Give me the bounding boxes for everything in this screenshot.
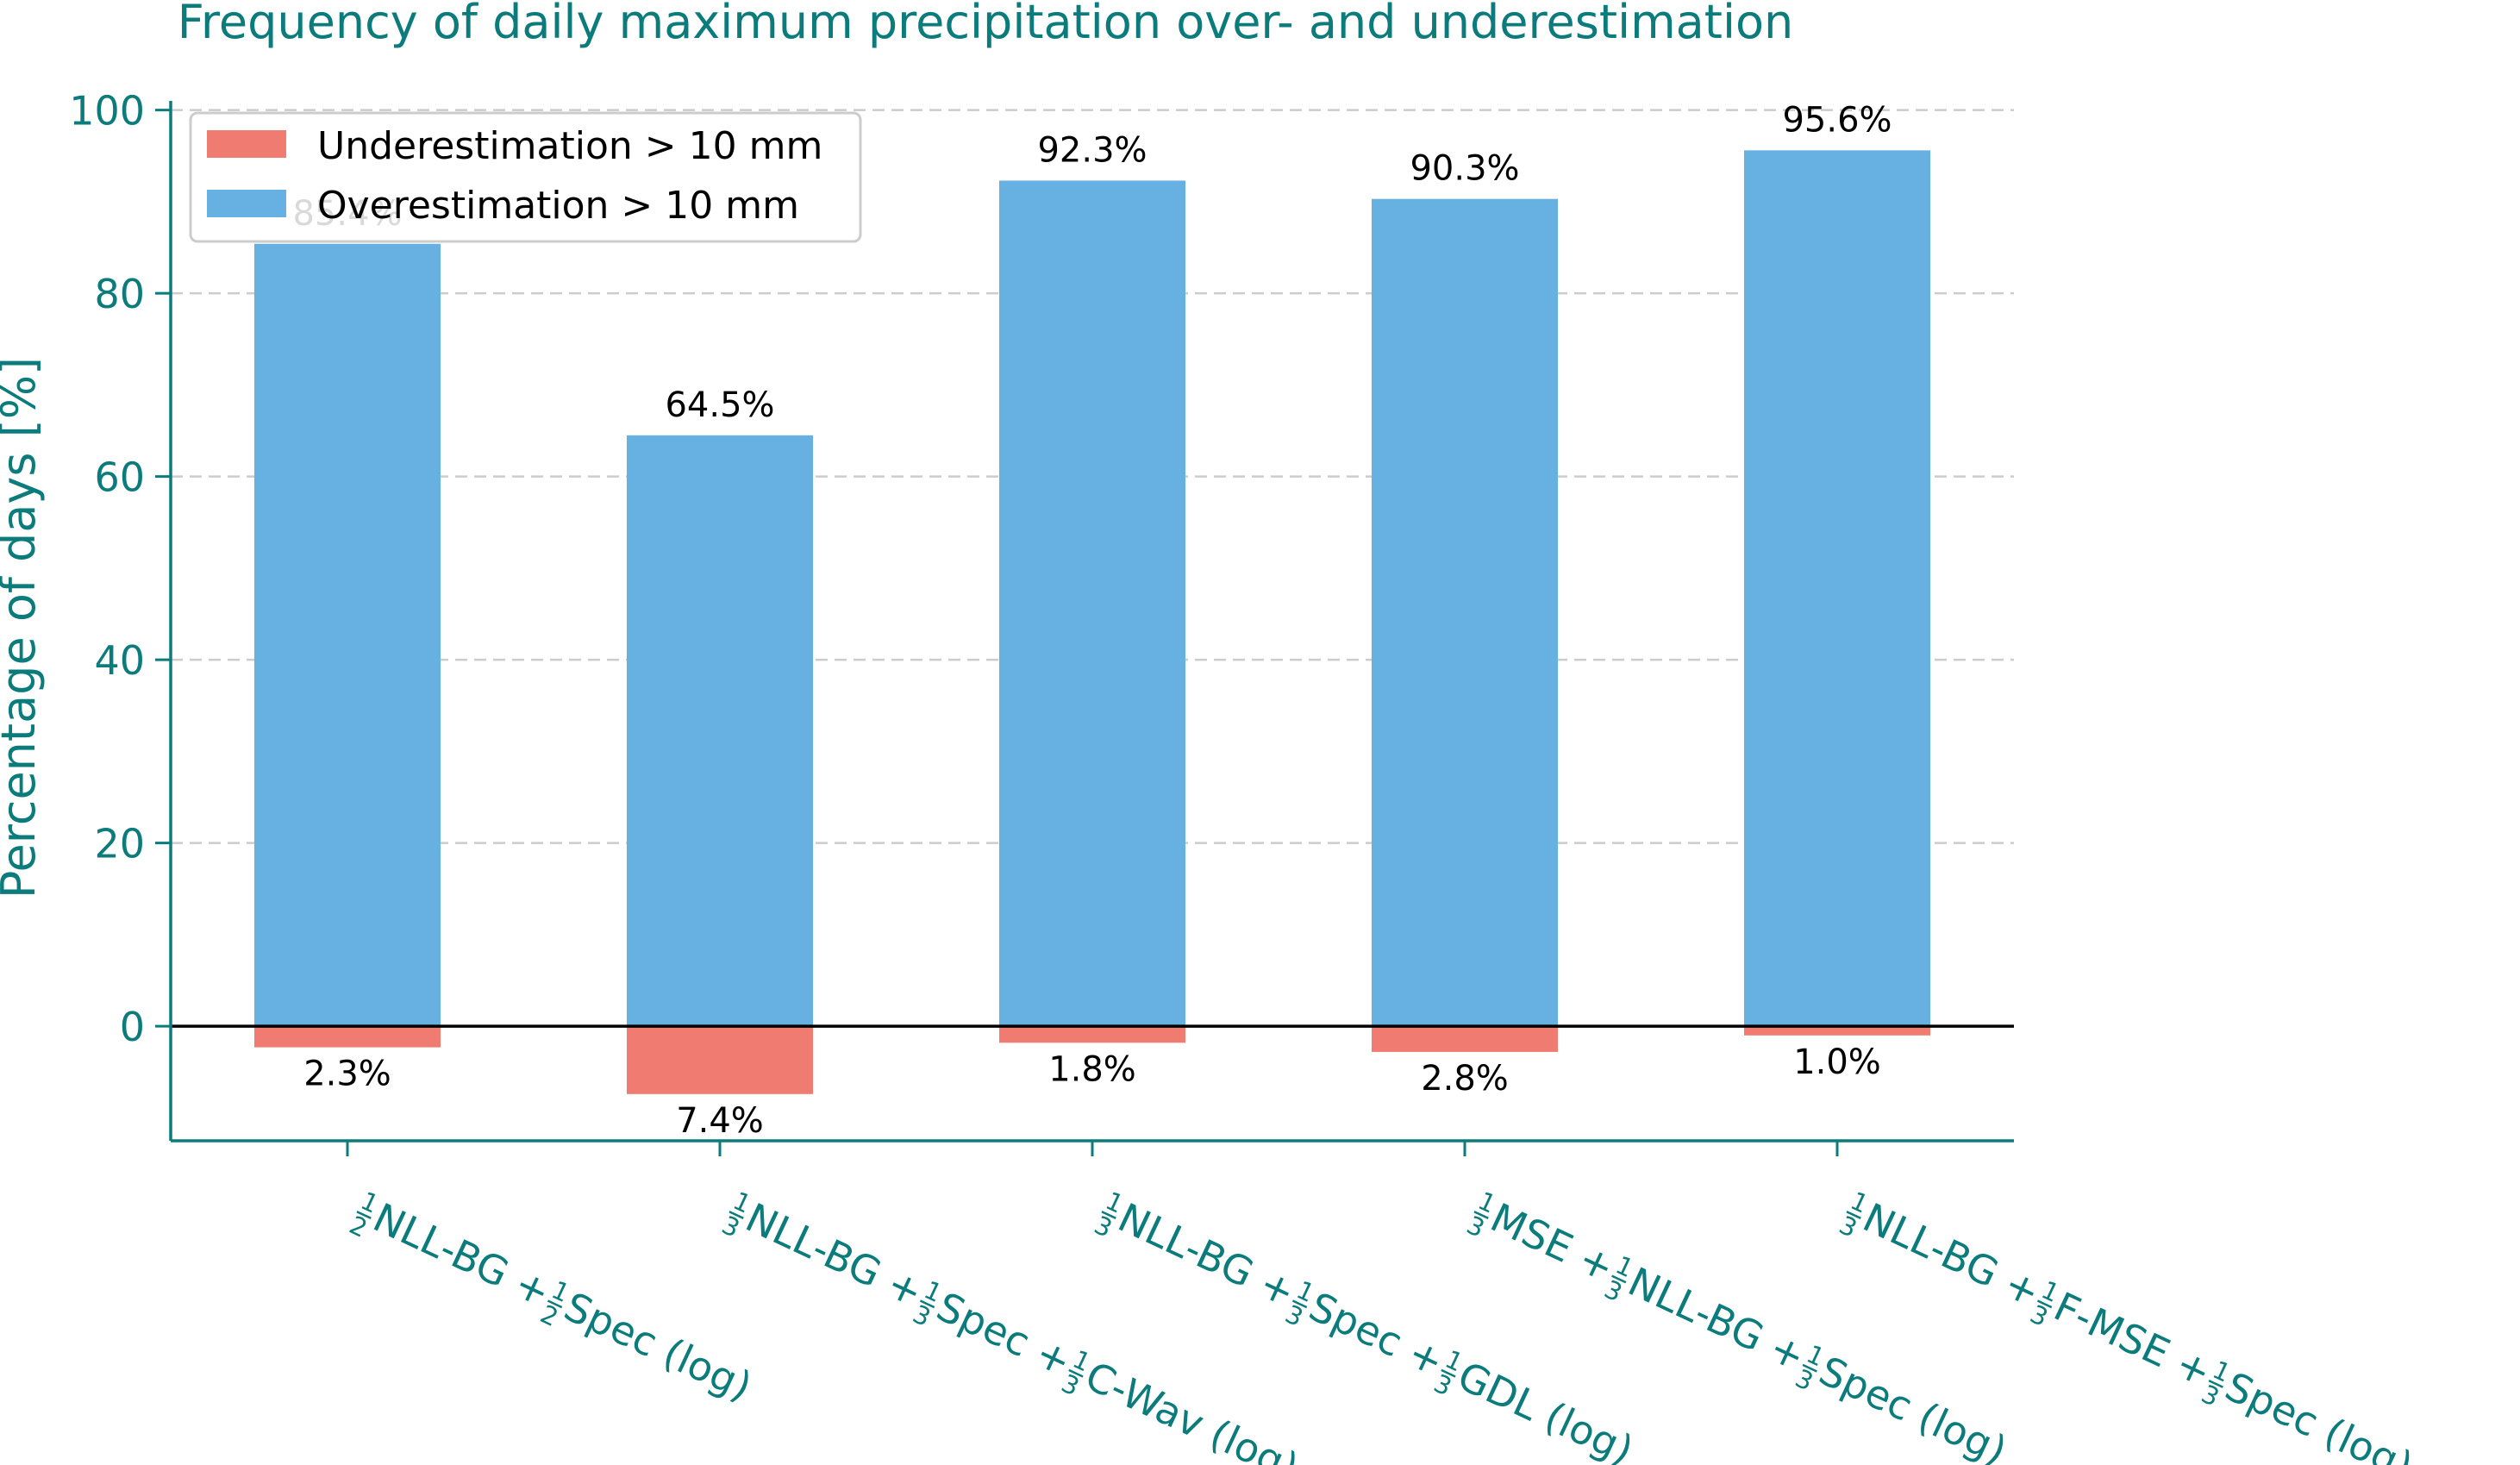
x-tick-label-text: Spec + [930,1283,1079,1386]
bar-overestimation [254,243,441,1027]
fraction-denominator: 3 [1090,1210,1116,1243]
bar-overestimation [627,435,813,1027]
fraction-bar [547,1299,563,1309]
bar-overestimation [1372,198,1558,1027]
legend: Underestimation > 10 mm Overestimation > … [189,111,862,243]
y-tick-label: 0 [120,1004,145,1050]
x-tick-label-text: Spec + [1303,1283,1452,1386]
fraction-denominator: 2 [345,1210,372,1243]
data-label-under: 1.0% [1793,1042,1881,1082]
x-tick-label-text: NLL-BG + [366,1194,558,1317]
legend-frame [189,111,862,243]
y-tick-label: 20 [94,821,145,867]
x-tick-label-text: Spec (log) [1812,1347,2014,1465]
data-label-over: 64.5% [665,385,774,425]
fraction-bar [2036,1299,2053,1309]
data-label-under: 1.8% [1048,1049,1136,1089]
y-axis-label: Percentage of days [%] [0,357,46,898]
fraction-bar [1101,1211,1116,1219]
legend-swatch-over [207,190,286,217]
data-label-over: 90.3% [1410,149,1519,189]
y-tick-label: 100 [69,88,145,135]
x-tick-label-text: Spec (log) [2218,1363,2420,1465]
fraction-bar [356,1211,372,1219]
fraction-bar [2208,1379,2223,1388]
bar-underestimation [254,1026,441,1048]
fraction-denominator: 3 [1462,1210,1489,1243]
data-label-over: 95.6% [1782,100,1892,140]
bar-underestimation [627,1026,813,1094]
y-tick-label: 40 [94,637,145,684]
data-label-under: 7.4% [676,1101,764,1141]
data-label-over: 92.3% [1037,130,1147,170]
chart-title: Frequency of daily maximum precipitation… [178,0,1793,49]
fraction-denominator: 3 [717,1210,744,1243]
bar-overestimation [1744,150,1930,1027]
data-label-under: 2.8% [1421,1059,1509,1099]
axes: 0 20 40 60 80 100 [69,88,2014,1156]
fraction-bar [1846,1211,1861,1219]
x-tick-label-text: F-MSE + [2048,1283,2219,1396]
x-tick-label-text: NLL-BG + [1622,1258,1813,1380]
bars [254,150,1930,1094]
fraction-denominator: 3 [1835,1210,1861,1243]
fraction-bar [1068,1368,1084,1378]
x-tick-label-text: MSE + [1484,1194,1622,1292]
fraction-bar [1611,1274,1627,1284]
x-tick-label-text: GDL (log) [1451,1352,1641,1465]
fraction-bar [919,1299,935,1309]
y-tick-label: 60 [94,454,145,501]
y-tick-label: 80 [94,271,145,317]
fraction-bar [1441,1368,1456,1378]
fraction-bar [1473,1211,1489,1219]
bar-underestimation [1372,1026,1558,1052]
fraction-bar [1291,1299,1308,1309]
legend-label-over: Overestimation > 10 mm [317,184,799,228]
fraction-bar [728,1211,744,1219]
bar-underestimation [1744,1026,1930,1036]
x-tick-label-text: Spec (log) [558,1283,760,1410]
x-tick-label-text: NLL-BG + [1856,1194,2048,1317]
legend-swatch-under [207,130,286,158]
fraction-bar [1802,1363,1817,1373]
x-tick-label-text: NLL-BG + [739,1194,930,1317]
bar-overestimation [999,180,1185,1027]
bar-underestimation [999,1026,1185,1043]
x-tick-label-text: NLL-BG + [1111,1194,1303,1317]
legend-label-under: Underestimation > 10 mm [317,124,822,168]
data-label-under: 2.3% [303,1055,391,1094]
x-tick-label-text: C-Wav (log) [1079,1352,1305,1465]
